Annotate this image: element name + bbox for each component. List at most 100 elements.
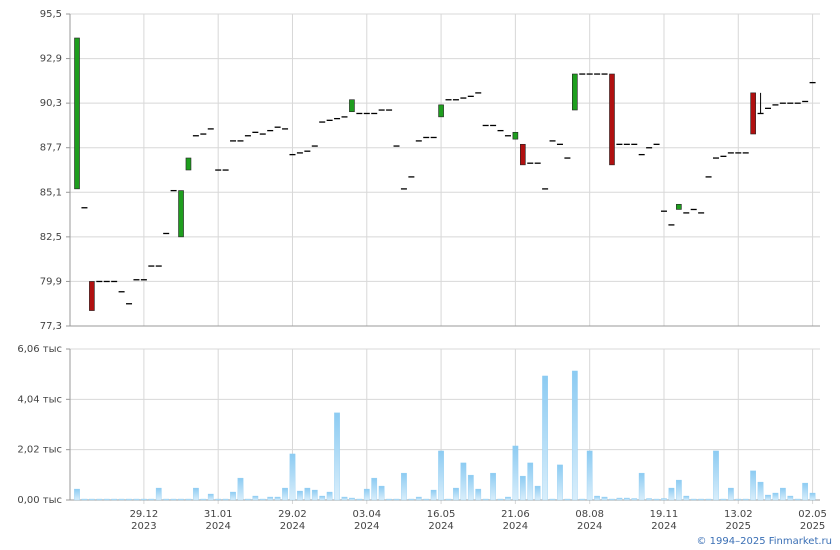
candle-body xyxy=(467,95,474,97)
candle-body xyxy=(237,140,244,142)
candle-body xyxy=(698,212,705,214)
volume-bar xyxy=(237,477,244,501)
volume-bar xyxy=(386,498,392,501)
candle-body xyxy=(601,73,608,75)
volume-bar xyxy=(675,479,682,501)
candle-body xyxy=(727,152,734,154)
candle-body xyxy=(96,280,103,283)
candle-body xyxy=(802,100,809,103)
volume-bar xyxy=(74,488,80,501)
candle-body xyxy=(423,136,430,139)
volume-bar xyxy=(609,498,615,501)
volume-bar xyxy=(326,491,333,501)
volume-bar xyxy=(282,487,288,501)
volume-bar xyxy=(571,370,578,501)
candle-body xyxy=(772,104,779,106)
volume-bar xyxy=(193,487,199,501)
candle-body xyxy=(482,124,489,127)
candle-body xyxy=(623,143,630,145)
y-tick-label: 6,06 тыс xyxy=(17,344,62,355)
candle-body xyxy=(452,99,459,101)
y-tick-label: 0,00 тыс xyxy=(17,495,62,506)
y-tick-label: 4,04 тыс xyxy=(17,394,62,405)
volume-bar xyxy=(579,498,586,501)
candle-body xyxy=(386,109,393,111)
volume-bar xyxy=(460,462,467,501)
candle-body xyxy=(133,279,140,281)
y-tick-label: 92,9 xyxy=(40,54,62,65)
candle-body xyxy=(430,136,437,139)
volume-bar xyxy=(289,453,296,501)
volume-bar xyxy=(230,491,236,501)
candle-body xyxy=(163,232,170,235)
candle-body xyxy=(207,128,214,130)
candle-body xyxy=(809,81,816,84)
volume-bar xyxy=(787,495,794,501)
candle-body xyxy=(334,117,341,120)
volume-bar xyxy=(430,489,437,501)
volume-bar xyxy=(185,498,192,501)
candle-body xyxy=(660,210,667,212)
volume-bar xyxy=(304,487,311,501)
candle-body xyxy=(475,92,482,94)
candle-body xyxy=(81,207,88,209)
candle-body xyxy=(415,140,422,142)
candle-body xyxy=(244,135,251,137)
volume-bar xyxy=(750,470,756,501)
volume-bar xyxy=(549,498,556,501)
x-tick-label-year: 2024 xyxy=(503,521,528,532)
candle-body xyxy=(111,280,118,283)
volume-bar xyxy=(252,495,259,501)
candle-body xyxy=(460,97,467,99)
candle-body xyxy=(504,135,511,137)
candle-body xyxy=(712,157,719,159)
candle-body xyxy=(178,190,184,238)
candle-body xyxy=(438,104,444,118)
candle-body xyxy=(668,224,675,226)
x-tick-label: 29.12 xyxy=(130,509,159,520)
x-tick-label-year: 2023 xyxy=(131,521,156,532)
candle-body xyxy=(378,109,385,111)
candle-body xyxy=(520,143,526,166)
volume-bar xyxy=(638,472,645,501)
x-tick-label-year: 2024 xyxy=(205,521,230,532)
volume-bar xyxy=(111,498,118,501)
candle-body xyxy=(676,203,682,210)
candle-body xyxy=(765,107,772,109)
volume-bar xyxy=(371,477,378,501)
volume-bar xyxy=(728,487,734,501)
volume-bar xyxy=(311,489,318,501)
y-tick-label: 77,3 xyxy=(40,321,62,332)
volume-bar xyxy=(245,498,251,501)
volume-bar xyxy=(557,464,563,501)
x-tick-label: 13.02 xyxy=(724,509,753,520)
x-tick-label: 29.02 xyxy=(278,509,307,520)
volume-bar xyxy=(475,488,482,501)
x-tick-label: 31.01 xyxy=(204,509,233,520)
candle-body xyxy=(296,152,303,154)
candle-body xyxy=(274,126,281,128)
candle-body xyxy=(393,145,400,147)
volume-bar xyxy=(319,495,326,501)
x-tick-label-year: 2024 xyxy=(280,521,305,532)
volume-bar xyxy=(661,498,667,501)
candle-body xyxy=(735,152,742,154)
volume-bar xyxy=(178,498,184,501)
volume-bar xyxy=(170,498,177,501)
volume-bar xyxy=(141,498,147,501)
candle-body xyxy=(794,102,801,104)
candle-body xyxy=(400,188,407,190)
candle-body xyxy=(742,152,749,154)
candle-body xyxy=(200,133,207,135)
candle-body xyxy=(215,169,222,171)
volume-bar xyxy=(653,498,660,501)
volume-bar xyxy=(720,498,727,501)
candle-body xyxy=(757,112,764,115)
volume-bar xyxy=(401,472,407,501)
candle-body xyxy=(356,112,363,115)
candle-body xyxy=(259,133,266,135)
volume-bar xyxy=(698,498,704,501)
candle-body xyxy=(705,176,712,178)
candle-body xyxy=(267,129,274,132)
